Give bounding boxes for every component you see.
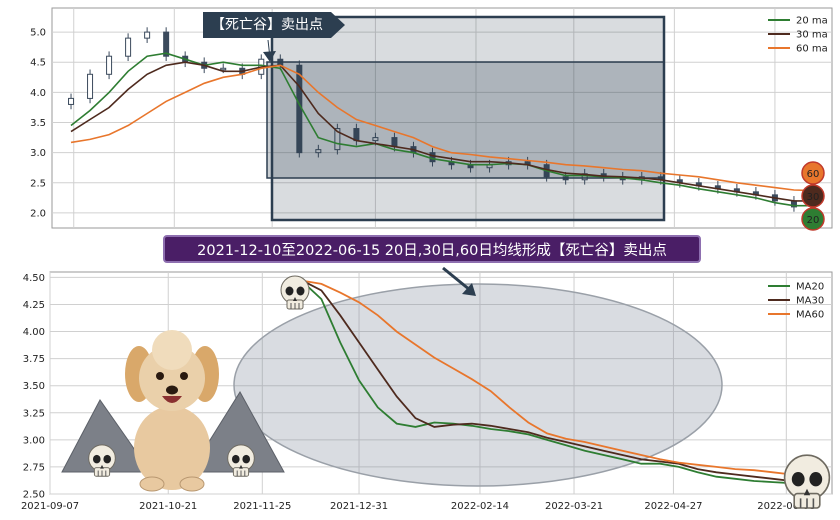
bottom-xtick-label: 2021-12-31 — [330, 501, 388, 512]
candle-body — [144, 31, 151, 39]
bottom-ytick-label: 2.50 — [23, 490, 45, 501]
top-ytick-label: 2.0 — [30, 208, 46, 219]
candle-body — [334, 128, 341, 151]
top-ytick-label: 4.0 — [30, 88, 46, 99]
highlight-zone-inner — [266, 61, 665, 179]
bottom-ytick-label: 2.75 — [23, 462, 45, 473]
badge-label: 30 — [807, 192, 820, 203]
summary-banner-text: 2021-12-10至2022-06-15 20日,30日,60日均线形成【死亡… — [197, 243, 667, 259]
decorations — [61, 266, 831, 509]
bottom-ytick-label: 4.25 — [23, 300, 45, 311]
poodle-nose — [166, 385, 178, 395]
poodle-mouth — [162, 396, 182, 403]
candle-body — [106, 55, 113, 75]
arrow-icon-head — [263, 51, 276, 62]
poodle-paw — [139, 476, 165, 492]
series-line-MA30 — [302, 279, 806, 485]
poodle-illustration — [125, 330, 219, 492]
series-line-20-ma — [70, 52, 813, 207]
bottom-ytick-label: 4.50 — [23, 273, 45, 284]
bottom-xtick-label: 2022-04-27 — [644, 501, 702, 512]
legend-entry: MA20 — [796, 282, 824, 293]
series-line-30-ma — [70, 61, 813, 202]
poodle-eye — [156, 372, 164, 380]
candle-body — [68, 97, 75, 105]
bottom-ytick-label: 3.00 — [23, 435, 45, 446]
bottom-xtick-label: 2022-06-08 — [757, 501, 815, 512]
title-tag-text: 【死亡谷】卖出点 — [211, 17, 323, 33]
bottom-ytick-label: 3.75 — [23, 354, 45, 365]
candle-body — [220, 67, 227, 71]
arrow-icon-shaft — [442, 266, 471, 292]
series-line-MA60 — [302, 279, 806, 478]
top-ytick-label: 3.5 — [30, 118, 46, 129]
bottom-xtick-label: 2021-09-07 — [21, 501, 79, 512]
poodle-paw — [179, 476, 205, 492]
top-ytick-label: 5.0 — [30, 28, 46, 39]
bottom-ytick-label: 3.50 — [23, 381, 45, 392]
bottom-xtick-label: 2022-03-21 — [545, 501, 603, 512]
poodle-body — [134, 406, 210, 490]
candle-body — [125, 37, 132, 57]
bottom-xtick-label: 2022-02-14 — [451, 501, 509, 512]
legend-entry: MA30 — [796, 296, 824, 307]
top-ytick-label: 3.0 — [30, 148, 46, 159]
bottom-xtick-label: 2021-11-25 — [233, 501, 291, 512]
top-chart: 2.0 2.5 3.0 3.5 4.0 4.5 5.0 20 ma 30 ma 60 ma 60 30… — [30, 7, 833, 231]
legend-entry: MA60 — [796, 310, 824, 321]
badge-label: 20 — [807, 215, 820, 226]
top-ytick-label: 2.5 — [30, 178, 46, 189]
badge-circle — [801, 161, 825, 185]
poodle-topknot — [152, 330, 192, 370]
title-tag: 【死亡谷】卖出点 — [203, 12, 345, 38]
candle-body — [315, 149, 322, 154]
top-ytick-label: 4.5 — [30, 58, 46, 69]
badge-label: 60 — [807, 169, 820, 180]
summary-banner: 2021-12-10至2022-06-15 20日,30日,60日均线形成【死亡… — [163, 235, 701, 263]
legend-entry: 60 ma — [796, 44, 828, 55]
top-plot-frame — [51, 7, 833, 229]
legend-entry: 30 ma — [796, 30, 828, 41]
candle-body — [163, 31, 170, 57]
bottom-ytick-label: 3.25 — [23, 408, 45, 419]
candle-body — [372, 137, 379, 142]
poodle-head — [139, 345, 205, 411]
series-line-60-ma — [70, 64, 814, 192]
poodle-eye — [180, 372, 188, 380]
arrow-icon-head — [462, 283, 476, 296]
focus-ellipse — [233, 283, 723, 487]
bottom-ytick-label: 4.00 — [23, 327, 45, 338]
badge-circle — [801, 184, 825, 208]
badge-circle — [801, 207, 825, 231]
series-line-MA20 — [301, 281, 806, 487]
rock-icon — [61, 399, 151, 473]
candle-body — [87, 73, 94, 99]
bottom-xtick-label: 2021-10-21 — [139, 501, 197, 512]
highlight-zone-outer — [270, 15, 666, 222]
legend-entry: 20 ma — [796, 16, 828, 27]
